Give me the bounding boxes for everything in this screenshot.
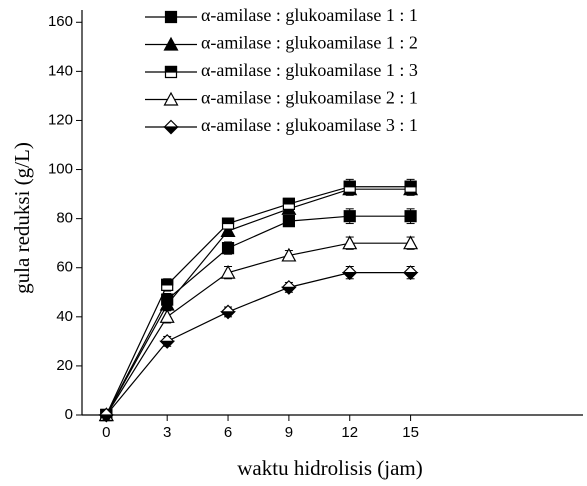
marker-shape [342, 235, 358, 250]
legend-marker [163, 36, 179, 51]
x-tick-label: 15 [402, 424, 419, 441]
marker [159, 334, 176, 349]
marker [220, 223, 236, 238]
marker-shape [163, 36, 179, 51]
marker-shape [161, 278, 174, 286]
marker [343, 210, 356, 223]
marker [98, 407, 115, 423]
marker-shape [163, 91, 179, 106]
x-tick-label: 0 [102, 424, 110, 441]
y-tick-label: 40 [56, 308, 73, 325]
x-tick-label: 12 [341, 424, 358, 441]
marker [282, 214, 295, 228]
legend-label: α-amilase : glukoamilase 1 : 3 [201, 60, 418, 80]
y-tick-label: 120 [48, 111, 73, 128]
legend-label: α-amilase : glukoamilase 1 : 1 [201, 5, 418, 25]
marker-shape [221, 217, 235, 225]
marker [403, 235, 419, 250]
marker [159, 309, 175, 323]
marker-shape [404, 210, 417, 223]
marker-shape [341, 272, 358, 280]
legend-marker [163, 119, 179, 135]
y-tick-label: 140 [48, 62, 73, 79]
marker [220, 264, 236, 279]
legend-marker [163, 91, 179, 106]
legend-label: α-amilase : glukoamilase 2 : 1 [201, 88, 418, 108]
marker [341, 265, 358, 280]
marker-shape [220, 264, 236, 279]
series-line [105, 242, 411, 416]
series-line [105, 272, 411, 416]
marker-shape [163, 126, 179, 135]
x-tick-label: 6 [224, 424, 232, 441]
y-tick-label: 60 [56, 259, 73, 276]
marker-shape [281, 247, 297, 262]
marker [404, 210, 417, 223]
marker [404, 180, 417, 193]
marker [402, 265, 419, 280]
marker-shape [402, 272, 419, 280]
legend-marker [164, 10, 178, 24]
y-axis-label: gula reduksi (g/L) [10, 142, 34, 294]
marker-shape [164, 65, 178, 73]
series-line [105, 188, 411, 416]
legend-marker [164, 65, 178, 79]
marker-shape [343, 180, 356, 188]
x-axis-label: waktu hidrolisis (jam) [237, 456, 422, 480]
marker-shape [282, 197, 295, 205]
marker [281, 247, 297, 262]
marker [221, 217, 235, 230]
marker [220, 304, 236, 320]
marker [221, 241, 235, 255]
marker [282, 197, 295, 211]
legend-label: α-amilase : glukoamilase 1 : 2 [201, 33, 418, 53]
marker-shape [220, 223, 236, 238]
marker-shape [343, 210, 356, 223]
marker [280, 280, 297, 295]
y-tick-label: 0 [65, 406, 73, 423]
marker-shape [403, 235, 419, 250]
y-tick-label: 20 [56, 357, 73, 374]
marker-shape [282, 214, 295, 228]
marker [343, 180, 356, 193]
x-tick-label: 3 [163, 424, 171, 441]
y-tick-label: 160 [48, 13, 73, 30]
series-line [105, 215, 411, 416]
marker-shape [221, 241, 235, 255]
marker-shape [159, 340, 176, 349]
legend-label: α-amilase : glukoamilase 3 : 1 [201, 115, 418, 135]
marker-shape [220, 311, 236, 320]
marker-shape [98, 414, 115, 423]
marker-shape [404, 180, 417, 188]
y-tick-label: 100 [48, 161, 73, 178]
marker [161, 278, 174, 292]
x-tick-label: 9 [285, 424, 293, 441]
marker-shape [159, 309, 175, 323]
y-tick-label: 80 [56, 210, 73, 227]
marker-shape [280, 286, 297, 295]
marker [342, 235, 358, 250]
marker-shape [164, 10, 178, 24]
series-line [105, 186, 411, 416]
